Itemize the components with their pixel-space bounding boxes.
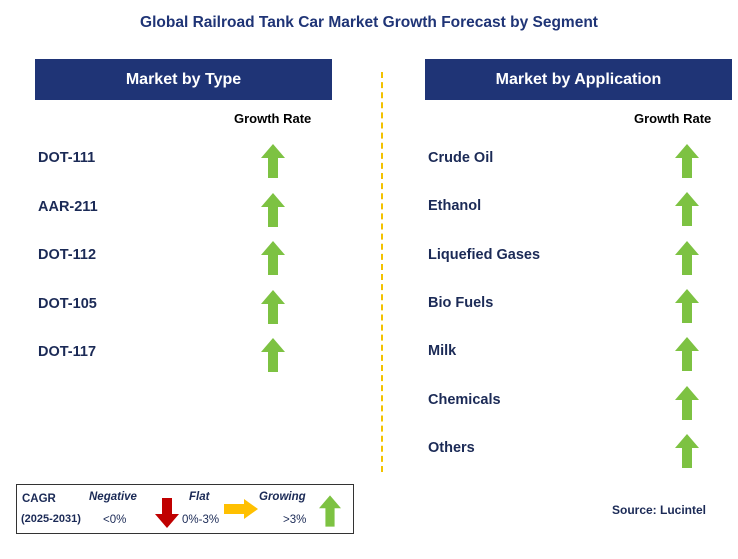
up-arrow-icon	[675, 192, 699, 227]
up-arrow-icon	[261, 338, 285, 372]
market-by-application-header: Market by Application	[425, 59, 732, 100]
legend-negative-label: Negative	[89, 491, 137, 503]
up-arrow-icon	[675, 385, 699, 420]
source-note: Source: Lucintel	[612, 503, 707, 517]
segment-label: Crude Oil	[428, 150, 494, 166]
up-arrow-icon	[675, 144, 699, 178]
segment-label: Bio Fuels	[428, 294, 494, 311]
segment-label: Chemicals	[428, 391, 501, 408]
legend-period: (2025-2031)	[21, 513, 81, 525]
up-arrow-icon	[675, 433, 699, 468]
up-arrow-icon	[675, 240, 699, 275]
page-title: Global Railroad Tank Car Market Growth F…	[140, 14, 598, 31]
segment-label: Liquefied Gases	[428, 246, 541, 263]
market-by-type-header: Market by Type	[35, 59, 332, 100]
legend-cagr-label: CAGR	[22, 493, 56, 505]
segment-label: DOT-117	[38, 344, 97, 360]
legend: CAGR (2025-2031) Negative <0% Flat 0%-3%…	[16, 484, 354, 534]
legend-flat-range: 0%-3%	[182, 514, 220, 526]
segment-label: Milk	[428, 343, 457, 360]
segment-label: Ethanol	[428, 198, 482, 215]
legend-growing-label: Growing	[259, 491, 306, 503]
up-arrow-icon	[319, 495, 341, 527]
panel-divider	[381, 72, 383, 472]
segment-label: Others	[428, 439, 475, 456]
up-arrow-icon	[261, 144, 285, 178]
legend-growing-range: >3%	[283, 514, 307, 526]
up-arrow-icon	[675, 337, 699, 372]
up-arrow-icon	[675, 288, 699, 323]
right-arrow-icon	[224, 499, 258, 519]
legend-flat-label: Flat	[189, 491, 210, 503]
up-arrow-icon	[261, 289, 285, 324]
legend-negative-range: <0%	[103, 514, 127, 526]
segment-label: AAR-211	[38, 198, 98, 215]
segment-label: DOT-111	[38, 150, 96, 166]
up-arrow-icon	[261, 192, 285, 227]
up-arrow-icon	[261, 241, 285, 275]
application-growth-rate-label: Growth Rate	[634, 111, 712, 126]
down-arrow-icon	[155, 498, 179, 528]
segment-label: DOT-112	[38, 247, 97, 263]
type-growth-rate-label: Growth Rate	[234, 111, 312, 126]
segment-label: DOT-105	[38, 295, 97, 312]
